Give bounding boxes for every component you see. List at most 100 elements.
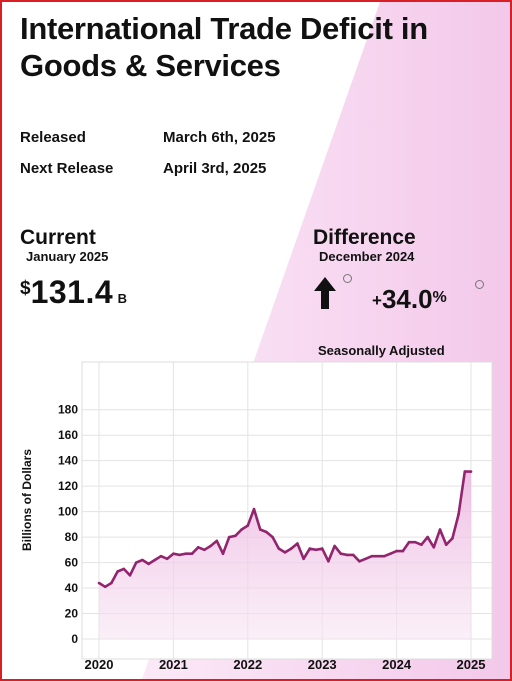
data-point [116,570,119,573]
released-label: Released [20,129,86,146]
x-tick-label: 2020 [85,657,114,672]
data-point [401,549,405,553]
data-point [463,470,467,473]
x-tick-label: 2021 [159,657,188,672]
data-point [432,546,436,549]
data-point [333,544,336,548]
x-tick-label: 2024 [382,657,412,672]
x-tick-label: 2022 [233,657,262,672]
data-point [358,560,361,563]
data-point [178,553,181,557]
data-point [420,543,423,546]
page-title: International Trade Deficit in Goods & S… [20,11,428,83]
current-unit: B [117,291,127,306]
current-value: 131.4 [30,274,114,310]
data-point [240,528,243,531]
data-point [227,535,231,539]
data-point [389,552,392,555]
y-axis-label: Billions of Dollars [20,449,34,551]
difference-unit: % [432,289,447,306]
x-tick-label: 2023 [308,657,337,672]
x-tick-label: 2025 [457,657,486,672]
difference-sign: + [372,291,382,310]
data-point [141,558,144,562]
series-area [99,471,471,639]
next-release-label: Next Release [20,160,114,177]
data-point [110,581,113,585]
data-point [376,554,380,558]
y-tick-label: 0 [71,632,78,646]
data-point [351,553,355,557]
data-point [221,552,225,555]
current-heading: Current [20,226,96,249]
y-tick-label: 40 [65,581,79,595]
data-point [444,543,448,546]
data-point [327,560,330,563]
data-point [413,540,417,544]
data-point [339,552,343,555]
data-point [271,535,274,539]
released-value: March 6th, 2025 [163,129,276,146]
data-point [159,554,163,558]
data-point [438,528,442,531]
data-point [215,539,219,543]
y-tick-label: 140 [58,454,78,468]
difference-heading: Difference [313,226,416,249]
data-point [457,512,460,516]
data-point [395,549,398,553]
data-point [234,534,237,538]
data-point [122,567,126,571]
y-tick-label: 160 [58,428,78,442]
data-point [153,558,157,562]
data-point [469,470,473,473]
data-point [165,557,169,561]
data-point [265,530,268,534]
trade-deficit-chart: 0 20 40 60 80 100 120 140 160 180 2020 2021 2022 2023… [20,361,493,672]
data-point [134,561,138,564]
data-point [277,547,281,550]
chart-title: Seasonally Adjusted [318,343,445,358]
data-point [370,554,374,558]
y-tick-label: 180 [58,403,78,417]
data-point [147,562,150,566]
y-tick-label: 60 [65,556,79,570]
y-tick-label: 80 [65,530,79,544]
data-point [314,548,318,552]
up-arrow-icon [314,277,336,309]
info-circle-icon [343,274,352,283]
data-point [364,557,367,561]
difference-period: December 2024 [319,249,415,264]
data-point [451,537,454,540]
currency-symbol: $ [20,278,31,299]
current-period: January 2025 [26,249,109,264]
y-tick-label: 100 [58,505,78,519]
data-point [320,547,324,550]
data-point [407,540,411,544]
data-point [203,548,206,552]
data-point [252,507,256,511]
data-point [190,552,194,555]
y-tick-label: 20 [65,607,79,621]
data-point [302,557,305,561]
data-point [246,524,250,527]
data-point [382,554,386,558]
data-point [97,581,101,585]
data-point [283,551,287,554]
next-release-value: April 3rd, 2025 [163,160,267,177]
data-point [308,547,312,550]
data-point [296,542,299,545]
data-point [258,528,262,531]
data-point [184,552,188,555]
y-tick-label: 120 [58,479,78,493]
data-point [345,553,349,557]
info-circle-icon [475,280,484,289]
current-value-block: $131.4 B [20,274,127,311]
data-point [209,544,212,548]
difference-value: 34.0 [381,284,433,314]
data-point [289,547,293,550]
data-point [196,546,200,549]
data-point [103,585,107,589]
difference-value-block: +34.0% [372,284,447,315]
data-point [172,552,175,555]
